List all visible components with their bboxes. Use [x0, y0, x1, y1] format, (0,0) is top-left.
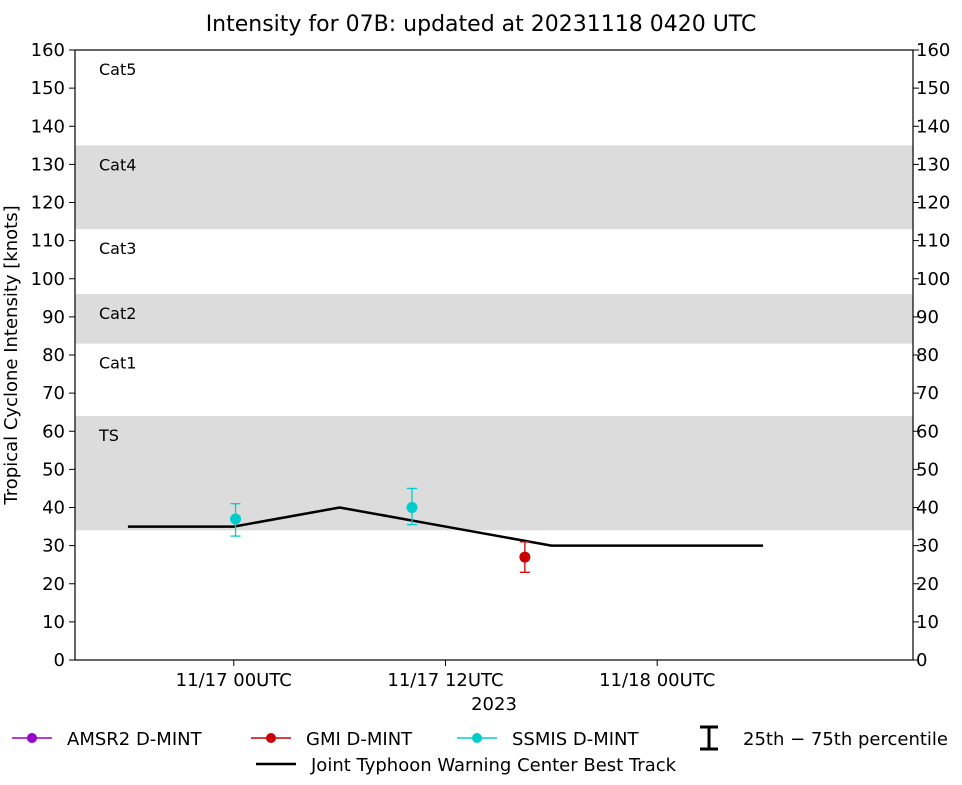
x-tick-label: 11/17 00UTC	[176, 670, 292, 691]
series-line-joint-typhoon-warning-center-best-track	[127, 506, 764, 547]
chart-title: Intensity for 07B: updated at 20231118 0…	[206, 12, 757, 37]
y-axis-label: Tropical Cyclone Intensity [knots]	[1, 205, 22, 505]
y-tick-label-right: 90	[916, 307, 939, 328]
y-tick-label-right: 140	[916, 116, 950, 137]
y-tick-label-left: 100	[31, 269, 65, 290]
y-tick-label-right: 30	[916, 536, 939, 557]
y-tick-label-left: 0	[54, 650, 65, 671]
x-axis-label: 2023	[471, 694, 517, 715]
y-tick-label-right: 50	[916, 459, 939, 480]
y-tick-label-left: 120	[31, 193, 65, 214]
y-tick-label-left: 70	[42, 383, 65, 404]
y-tick-label-left: 110	[31, 231, 65, 252]
category-label-cat3: Cat3	[99, 239, 136, 258]
y-tick-label-right: 20	[916, 574, 939, 595]
x-tick-label: 11/18 00UTC	[599, 670, 715, 691]
y-tick-label-left: 30	[42, 536, 65, 557]
y-tick-label-right: 100	[916, 269, 950, 290]
y-tick-label-left: 50	[42, 459, 65, 480]
y-tick-label-left: 10	[42, 612, 65, 633]
category-label-cat1: Cat1	[99, 354, 136, 373]
legend-gmi-d-mint-marker	[266, 733, 276, 743]
y-tick-label-right: 160	[916, 40, 950, 61]
y-tick-label-left: 160	[31, 40, 65, 61]
y-tick-label-right: 10	[916, 612, 939, 633]
legend-best-track-label: Joint Typhoon Warning Center Best Track	[310, 755, 677, 776]
y-tick-label-left: 20	[42, 574, 65, 595]
y-tick-label-right: 70	[916, 383, 939, 404]
y-tick-label-left: 90	[42, 307, 65, 328]
y-tick-label-right: 130	[916, 154, 950, 175]
legend: AMSR2 D-MINT GMI D-MINT SSMIS D-MINT 25th −…	[12, 725, 948, 776]
y-tick-label-left: 130	[31, 154, 65, 175]
legend-amsr2-d-mint-marker	[27, 733, 37, 743]
y-tick-label-right: 120	[916, 193, 950, 214]
category-band-cat4	[75, 145, 913, 230]
category-label-cat4: Cat4	[99, 155, 136, 174]
legend-gmi-d-mint-label: GMI D-MINT	[306, 729, 413, 750]
legend-25th-75th-percentile-label: 25th − 75th percentile	[743, 729, 948, 750]
legend-amsr2-d-mint-label: AMSR2 D-MINT	[67, 729, 203, 750]
y-tick-label-right: 80	[916, 345, 939, 366]
y-tick-label-left: 140	[31, 116, 65, 137]
data-point-ssmis-d-mint	[406, 502, 418, 513]
category-band-ts	[75, 416, 913, 531]
category-label-cat2: Cat2	[99, 304, 136, 323]
y-tick-label-left: 80	[42, 345, 65, 366]
y-tick-label-right: 150	[916, 78, 950, 99]
y-tick-label-left: 150	[31, 78, 65, 99]
legend-ssmis-d-mint-marker	[472, 733, 482, 743]
plot-frame	[74, 49, 914, 661]
category-label-ts: TS	[98, 426, 119, 445]
y-tick-label-right: 40	[916, 498, 939, 519]
y-tick-label-left: 60	[42, 421, 65, 442]
y-tick-label-left: 40	[42, 498, 65, 519]
data-point-ssmis-d-mint	[230, 513, 242, 525]
category-label-cat5: Cat5	[99, 60, 136, 79]
y-tick-label-right: 0	[916, 650, 927, 671]
y-tick-label-right: 110	[916, 231, 950, 252]
data-point-gmi-d-mint	[519, 551, 531, 563]
y-tick-label-right: 60	[916, 421, 939, 442]
x-tick-label: 11/17 12UTC	[387, 670, 503, 691]
category-band-cat2	[75, 294, 913, 344]
plot-area: TS Cat1 Cat2 Cat3 Cat4 Cat5 0 0 10 10 20 20 30 30 40 40…	[1, 40, 950, 715]
legend-ssmis-d-mint-label: SSMIS D-MINT	[512, 729, 639, 750]
